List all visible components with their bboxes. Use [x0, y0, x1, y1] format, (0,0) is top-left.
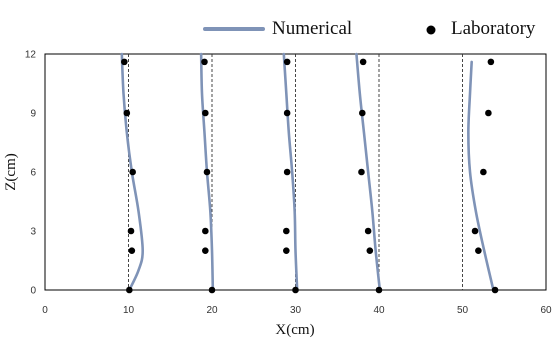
laboratory-point [283, 227, 290, 235]
laboratory-point [129, 168, 136, 176]
laboratory-point [202, 109, 209, 117]
laboratory-point [201, 58, 208, 66]
x-tick-label: 50 [457, 305, 469, 316]
laboratory-point [283, 58, 291, 66]
laboratory-point [292, 286, 299, 294]
laboratory-point [491, 286, 499, 294]
laboratory-point [208, 286, 216, 294]
laboratory-point [375, 286, 383, 294]
legend-laboratory-label: Laboratory [451, 18, 536, 39]
numerical-curve [120, 52, 144, 292]
y-tick-label: 6 [30, 168, 36, 179]
laboratory-point [123, 109, 131, 117]
numerical-curve [282, 52, 299, 292]
laboratory-point [128, 247, 136, 254]
x-tick-label: 40 [373, 305, 385, 316]
legend-laboratory-marker [426, 25, 436, 35]
x-axis-title: X(cm) [275, 322, 314, 338]
x-tick-label: 10 [123, 305, 135, 316]
x-tick-label: 30 [290, 305, 302, 316]
laboratory-point [203, 168, 211, 176]
laboratory-point [475, 247, 482, 254]
laboratory-point [359, 109, 366, 117]
laboratory-point [471, 227, 479, 235]
laboratory-point [359, 58, 367, 66]
laboratory-point [480, 168, 487, 176]
x-tick-label: 20 [206, 305, 218, 316]
y-tick-labels: 0 3 6 9 12 [25, 50, 37, 297]
y-tick-label: 12 [25, 50, 37, 61]
legend: Numerical Laboratory [203, 18, 536, 39]
laboratory-point [202, 247, 209, 254]
legend-numerical-label: Numerical [272, 18, 352, 39]
x-tick-label: 0 [42, 305, 48, 316]
y-tick-label: 3 [30, 227, 36, 238]
numerical-curve [467, 60, 495, 292]
laboratory-point [202, 227, 209, 235]
laboratory-point [283, 168, 291, 176]
laboratory-point [364, 227, 372, 235]
laboratory-point [127, 227, 135, 235]
laboratory-points [121, 58, 499, 294]
numerical-curves [120, 52, 495, 292]
x-tick-labels: 0 10 20 30 40 50 60 [42, 305, 552, 316]
laboratory-point [283, 109, 291, 117]
laboratory-point [485, 109, 492, 117]
laboratory-point [358, 168, 365, 176]
laboratory-point [283, 247, 290, 254]
laboratory-point [121, 58, 128, 66]
numerical-curve [355, 52, 382, 292]
y-tick-label: 9 [30, 109, 36, 120]
laboratory-point [366, 247, 374, 254]
laboratory-point [126, 286, 133, 294]
y-axis-title: Z(cm) [3, 153, 19, 190]
y-tick-label: 0 [30, 286, 36, 297]
laboratory-point [487, 58, 495, 66]
x-tick-label: 60 [540, 305, 552, 316]
